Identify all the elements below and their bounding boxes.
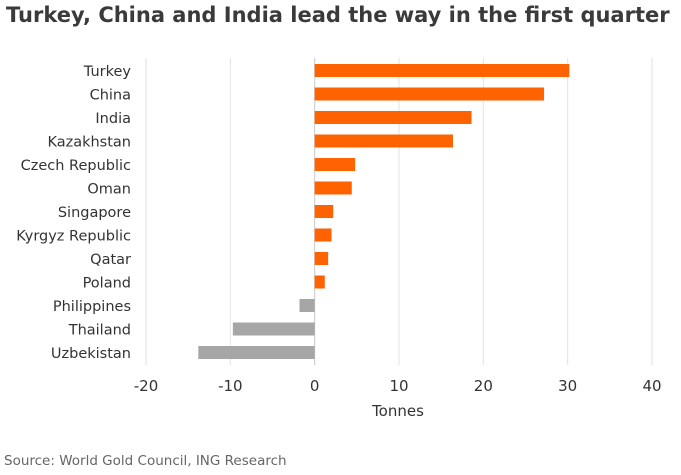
bar-philippines [299,299,315,312]
bar-china [314,87,545,101]
x-tick-label: 0 [310,377,320,395]
bar-kyrgyz-republic [314,228,332,242]
x-tick-labels: -20 -10 0 10 20 30 40 [134,377,662,395]
grid-lines [145,58,653,365]
bars [198,64,570,359]
category-label-czech-republic: Czech Republic [21,158,131,174]
bar-kazakhstan [314,134,453,148]
x-tick-label: 30 [558,377,577,395]
category-label-oman: Oman [87,182,131,198]
category-label-china: China [90,88,131,104]
source-note: Source: World Gold Council, ING Research [4,453,287,469]
x-tick-label: -20 [134,377,159,395]
bar-india [314,111,472,124]
category-label-qatar: Qatar [90,252,131,268]
chart-title: Turkey, China and India lead the way in … [6,3,670,27]
bar-qatar [314,252,329,265]
bar-czech-republic [314,158,356,171]
x-tick-label: 40 [642,377,661,395]
bar-thailand [232,322,315,336]
category-label-singapore: Singapore [58,205,131,221]
x-tick-label: 10 [389,377,408,395]
category-label-thailand: Thailand [68,323,131,339]
bar-singapore [314,205,334,218]
bar-chart: Turkey China India Kazakhstan Czech Republic… [16,58,662,420]
bar-turkey [314,64,570,77]
category-label-kazakhstan: Kazakhstan [47,135,131,151]
bar-uzbekistan [198,346,315,359]
x-tick-label: -10 [218,377,243,395]
category-label-kyrgyz-republic: Kyrgyz Republic [16,229,131,245]
bar-poland [314,275,325,289]
x-axis-label: Tonnes [371,402,424,420]
category-label-poland: Poland [83,276,131,292]
category-label-uzbekistan: Uzbekistan [51,346,131,362]
category-label-india: India [95,111,131,127]
category-labels: Turkey China India Kazakhstan Czech Republic… [16,64,131,362]
category-label-turkey: Turkey [83,64,132,80]
bar-oman [314,181,352,195]
category-label-philippines: Philippines [53,299,131,315]
x-tick-label: 20 [474,377,493,395]
